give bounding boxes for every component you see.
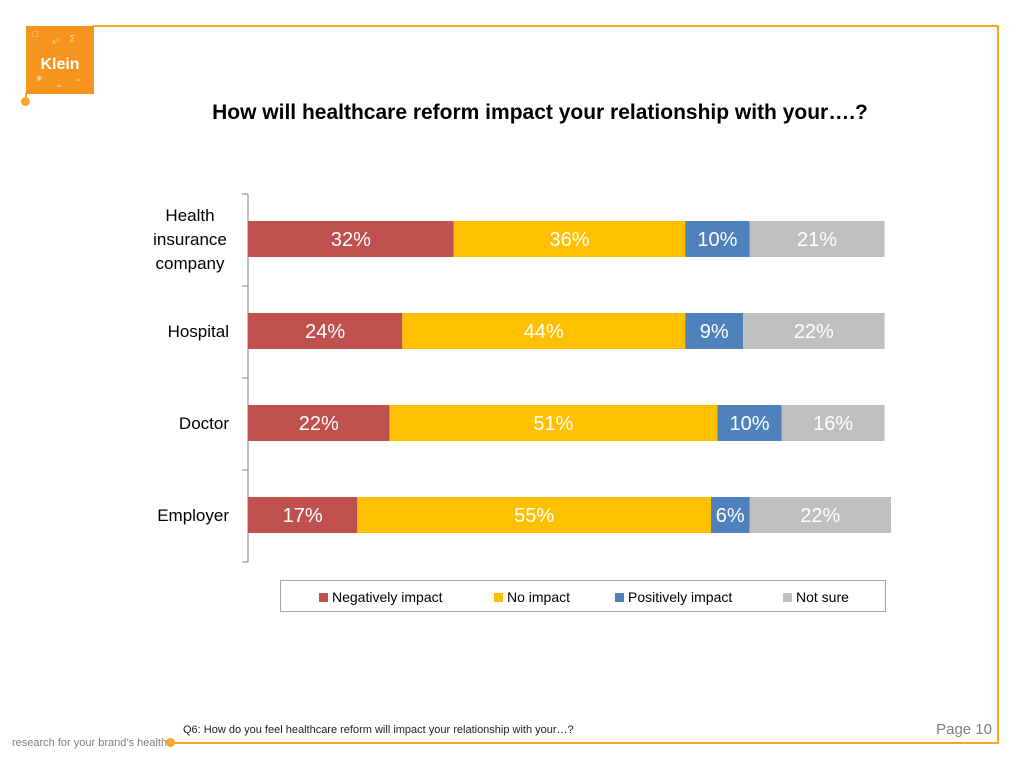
chart-bars <box>248 221 891 533</box>
bar-segment <box>717 405 782 441</box>
data-label: 10% <box>697 229 737 251</box>
bar-segment <box>402 313 686 349</box>
bar-segment <box>685 313 744 349</box>
bar-segment <box>685 221 750 257</box>
bar-segment <box>743 313 885 349</box>
legend-label: Negatively impact <box>332 589 443 605</box>
data-label: 44% <box>524 321 564 343</box>
data-label: 21% <box>797 229 837 251</box>
bar-segment <box>781 405 885 441</box>
legend-item: Not sure <box>783 589 849 605</box>
legend-item: Positively impact <box>615 589 732 605</box>
frame-right-rule <box>997 25 999 744</box>
legend-item: No impact <box>494 589 570 605</box>
bar-segment <box>749 497 891 533</box>
data-label: 6% <box>716 505 745 527</box>
data-label: 16% <box>813 413 853 435</box>
data-label: 24% <box>305 321 345 343</box>
data-label: 22% <box>800 505 840 527</box>
logo-glyph: ∝ <box>76 76 82 84</box>
bar-segment <box>248 405 390 441</box>
bar-segment <box>749 221 885 257</box>
category-label: Hospital <box>168 322 229 341</box>
chart-axis <box>242 193 249 563</box>
question-footnote: Q6: How do you feel healthcare reform wi… <box>183 724 574 736</box>
data-label: 36% <box>549 229 589 251</box>
data-label: 51% <box>533 413 573 435</box>
data-label: 22% <box>794 321 834 343</box>
data-label: 17% <box>283 505 323 527</box>
legend-swatch <box>319 593 328 602</box>
legend-swatch <box>494 593 503 602</box>
stacked-bar-chart: Health insurance company 32% 36% 10% 21% Hospit… <box>153 193 891 563</box>
legend-label: No impact <box>507 589 571 605</box>
bar-segment <box>389 405 718 441</box>
chart-legend: Negatively impact No impact Positively imp… <box>280 580 886 612</box>
klein-logo: □ x² ∑ ◉ ∝ ≈ Klein <box>26 26 94 94</box>
brand-tagline: research for your brand’s health <box>12 737 168 749</box>
frame-dot-bottom-left <box>166 738 175 747</box>
bar-segment <box>710 497 750 533</box>
frame-bottom-rule <box>170 742 999 744</box>
legend-item: Negatively impact <box>319 589 443 605</box>
frame-top-rule <box>93 25 997 27</box>
data-label: 32% <box>331 229 371 251</box>
logo-glyph: ∑ <box>70 34 75 42</box>
frame-dot-top-left <box>21 97 30 106</box>
bar-segment <box>248 221 454 257</box>
bar-segment <box>248 313 403 349</box>
legend-label: Not sure <box>796 589 849 605</box>
page-number: Page 10 <box>936 721 992 738</box>
bar-segment <box>248 497 358 533</box>
logo-glyph: □ <box>32 30 39 38</box>
category-label: Health insurance company <box>153 206 227 273</box>
data-label: 9% <box>700 321 729 343</box>
legend-label: Positively impact <box>628 589 733 605</box>
bar-segment <box>357 497 711 533</box>
chart-title: How will healthcare reform impact your r… <box>212 101 868 124</box>
chart-labels: Health insurance company 32% 36% 10% 21% Hospit… <box>153 206 853 527</box>
category-label: Employer <box>157 506 229 525</box>
logo-glyph: x² <box>52 38 59 46</box>
logo-text: Klein <box>40 56 80 73</box>
logo-glyph: ≈ <box>56 82 62 90</box>
legend-swatch <box>615 593 624 602</box>
data-label: 55% <box>514 505 554 527</box>
category-label: Doctor <box>179 414 229 433</box>
data-label: 22% <box>299 413 339 435</box>
data-label: 10% <box>730 413 770 435</box>
logo-glyph: ◉ <box>36 74 43 82</box>
legend-swatch <box>783 593 792 602</box>
bar-segment <box>453 221 686 257</box>
